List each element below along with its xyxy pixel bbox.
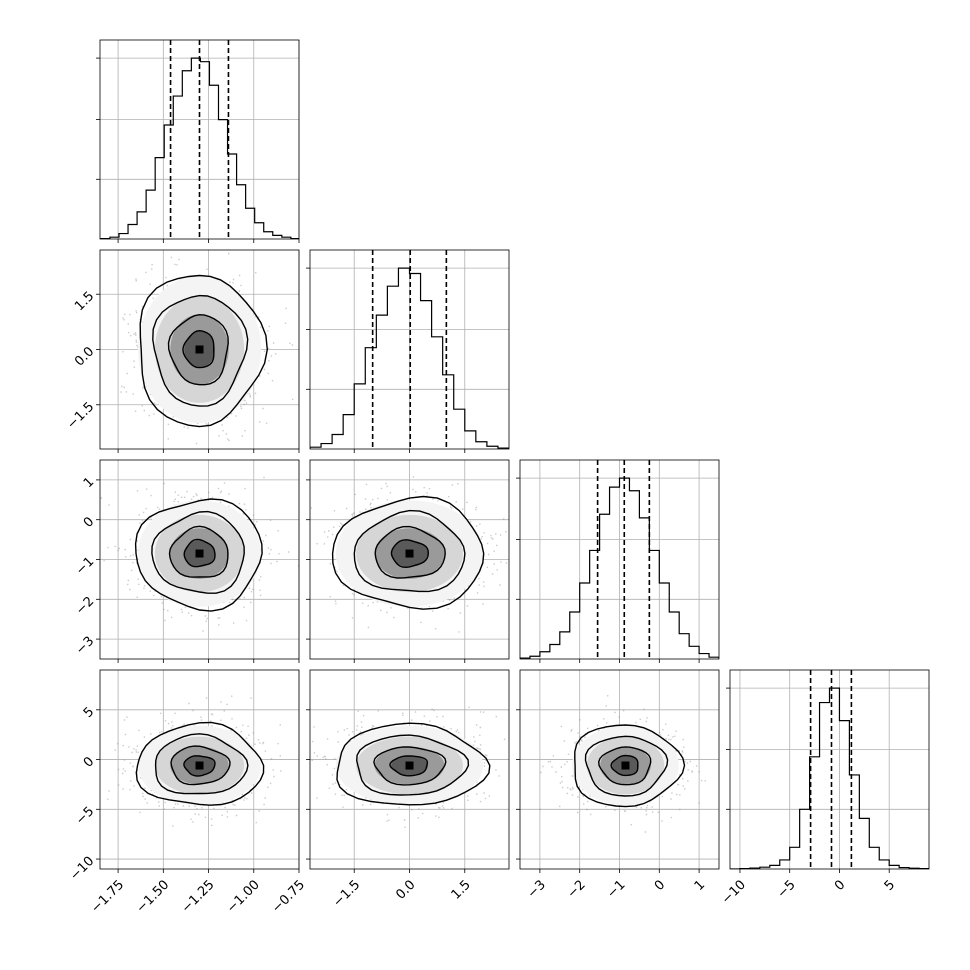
x-tick-label: −3 bbox=[525, 877, 549, 901]
y-tick-label: −2 bbox=[73, 594, 97, 618]
y-tick-label: 0 bbox=[81, 754, 97, 770]
contour-2 bbox=[167, 313, 229, 386]
density-layer bbox=[310, 476, 508, 633]
y-tick-label: 0.0 bbox=[72, 344, 97, 369]
panel-frame bbox=[99, 249, 300, 450]
histogram-2 bbox=[520, 477, 719, 659]
panel-frame bbox=[519, 459, 720, 660]
y-tick-label: −10 bbox=[67, 854, 97, 884]
scatter-panel-1-0: −1.5 0.0 1.5 bbox=[64, 249, 300, 453]
density-peak bbox=[405, 549, 414, 558]
contour-1 bbox=[353, 509, 466, 593]
contour-2 bbox=[373, 746, 447, 786]
contour-2 bbox=[170, 745, 231, 786]
contour-1 bbox=[584, 735, 669, 797]
panel-frame bbox=[729, 669, 930, 870]
panel-frame bbox=[99, 669, 300, 870]
y-tick-label: −1.5 bbox=[64, 399, 97, 432]
hist-panel-1 bbox=[306, 249, 510, 453]
y-tick-label: 5 bbox=[81, 704, 97, 720]
scatter-panel-3-0: −10 −5 0 5 −1.75 −1.50 −1.25 −1.00 −0.75 bbox=[67, 669, 308, 916]
density-peak bbox=[621, 761, 630, 770]
contour-1 bbox=[154, 733, 249, 795]
contour-3 bbox=[389, 755, 429, 777]
contour-1 bbox=[355, 734, 470, 796]
panel-frame bbox=[309, 669, 510, 870]
x-tick-label: −1 bbox=[604, 877, 628, 901]
contour-0 bbox=[135, 721, 265, 806]
contour-2 bbox=[597, 746, 652, 786]
density-layer bbox=[311, 706, 506, 828]
x-tick-label: 0 bbox=[652, 877, 668, 893]
scatter-panel-3-2: −3 −2 −1 0 1 bbox=[516, 669, 720, 902]
y-tick-label: 1.5 bbox=[72, 289, 97, 314]
contour-3 bbox=[390, 539, 430, 569]
y-tick-label: −1 bbox=[73, 554, 97, 578]
x-tick-label: 1 bbox=[692, 877, 708, 893]
y-tick-label: 0 bbox=[81, 514, 97, 530]
x-tick-label: 0 bbox=[832, 877, 848, 893]
x-tick-label: −5 bbox=[775, 877, 799, 901]
contour-2 bbox=[168, 525, 229, 578]
x-tick-label: −2 bbox=[565, 877, 589, 901]
density-peak bbox=[195, 761, 204, 770]
contour-3 bbox=[183, 538, 216, 568]
x-tick-label: −10 bbox=[719, 877, 749, 907]
scatter-panel-3-1: −1.5 0.0 1.5 bbox=[306, 669, 510, 910]
histogram-0 bbox=[100, 57, 299, 239]
contour-3 bbox=[182, 329, 215, 369]
contour-0 bbox=[336, 722, 491, 806]
y-tick-label: −5 bbox=[73, 804, 97, 828]
density-layer bbox=[100, 476, 299, 632]
hist-panel-3: −10 −5 0 5 bbox=[719, 669, 930, 907]
density-layer bbox=[539, 695, 706, 833]
contour-3 bbox=[610, 754, 639, 777]
panel-frame bbox=[519, 669, 720, 870]
x-tick-label: −1.50 bbox=[134, 877, 173, 916]
y-tick-label: −3 bbox=[73, 634, 97, 658]
x-tick-label: 5 bbox=[882, 877, 898, 893]
x-tick-label: −0.75 bbox=[269, 877, 308, 916]
contour-0 bbox=[331, 495, 485, 610]
density-peak bbox=[405, 761, 414, 770]
x-tick-label: −1.25 bbox=[179, 877, 218, 916]
hist-panel-2 bbox=[516, 459, 720, 663]
x-tick-label: 1.5 bbox=[449, 877, 474, 902]
scatter-panel-2-0: −3 −2 −1 0 1 bbox=[73, 459, 300, 663]
contour-0 bbox=[574, 724, 686, 808]
density-layer bbox=[120, 252, 294, 445]
y-tick-label: 1 bbox=[81, 475, 97, 491]
panel-frame bbox=[309, 249, 510, 450]
density-peak bbox=[195, 549, 204, 558]
contour-1 bbox=[151, 510, 245, 594]
scatter-panel-2-1 bbox=[306, 459, 510, 663]
panel-frame bbox=[309, 459, 510, 660]
x-tick-label: −1.5 bbox=[330, 877, 363, 910]
density-layer bbox=[107, 695, 282, 827]
contour-0 bbox=[139, 274, 269, 428]
x-tick-label: −1.00 bbox=[224, 877, 263, 916]
panel-frame bbox=[99, 459, 300, 660]
panel-frame bbox=[99, 39, 300, 240]
scatter-points bbox=[120, 252, 294, 445]
contour-1 bbox=[152, 294, 249, 407]
contour-0 bbox=[134, 498, 263, 612]
contour-2 bbox=[374, 525, 446, 579]
x-tick-label: −1.75 bbox=[88, 877, 127, 916]
contour-3 bbox=[183, 755, 216, 777]
x-tick-label: 0.0 bbox=[393, 877, 418, 902]
histogram-3 bbox=[730, 687, 929, 869]
density-peak bbox=[195, 345, 204, 354]
hist-panel-0 bbox=[96, 39, 300, 243]
